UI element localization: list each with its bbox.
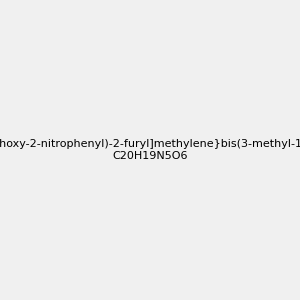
Text: 4,4'-{[5-(4-methoxy-2-nitrophenyl)-2-furyl]methylene}bis(3-methyl-1H-pyrazol-5-o: 4,4'-{[5-(4-methoxy-2-nitrophenyl)-2-fur…	[0, 139, 300, 161]
